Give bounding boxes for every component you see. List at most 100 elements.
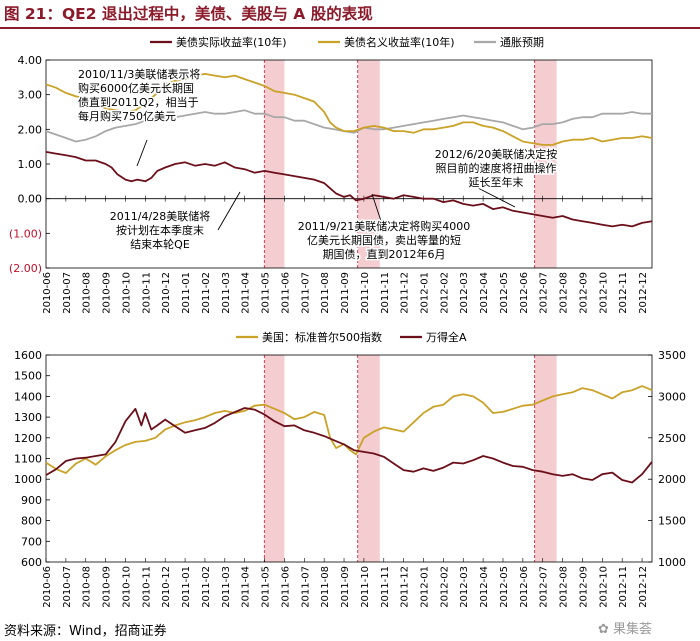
top-x-tick-label: 2011-11 xyxy=(380,272,391,314)
top-legend-label-real_yield: 美债实际收益率(10年) xyxy=(176,35,287,49)
top-x-tick-label: 2010-08 xyxy=(82,272,93,314)
bottom-x-tick-label: 2010-11 xyxy=(141,566,152,608)
annotation-qe2-end-text: 2011/4/28美联储将 xyxy=(110,209,210,223)
top-x-tick-label: 2012-01 xyxy=(420,272,431,314)
bottom-x-tick-label: 2011-11 xyxy=(380,566,391,608)
top-x-tick-label: 2011-07 xyxy=(300,272,311,314)
top-x-tick-label: 2012-06 xyxy=(519,272,530,314)
annotation-twist-leader xyxy=(371,193,383,225)
bottom-x-tick-label: 2012-06 xyxy=(519,566,530,608)
bottom-legend-label-spx: 美国：标准普尔500指数 xyxy=(262,330,382,344)
top-x-tick-label: 2012-03 xyxy=(459,272,470,314)
top-x-tick-label: 2011-12 xyxy=(400,272,411,314)
top-legend-label-nominal_yield: 美债名义收益率(10年) xyxy=(344,35,455,49)
bottom-x-tick-label: 2010-10 xyxy=(121,566,132,608)
bottom-left-y-tick-label: 1400 xyxy=(14,390,42,403)
top-y-tick-label: 4.00 xyxy=(18,54,43,67)
top-y-tick-label: (2.00) xyxy=(9,262,42,275)
top-x-tick-label: 2011-09 xyxy=(340,272,351,314)
bottom-x-tick-label: 2012-05 xyxy=(499,566,510,608)
top-event-band-twist-band xyxy=(357,60,380,268)
top-series-nominal_yield xyxy=(45,73,653,146)
top-x-tick-label: 2011-04 xyxy=(241,272,252,314)
bottom-x-tick-label: 2012-07 xyxy=(539,566,550,608)
bottom-x-tick-label: 2011-02 xyxy=(201,566,212,608)
bottom-x-tick-label: 2012-09 xyxy=(578,566,589,608)
bottom-left-y-tick-label: 1100 xyxy=(14,453,42,466)
top-x-tick-label: 2012-05 xyxy=(499,272,510,314)
top-x-tick-label: 2011-03 xyxy=(221,272,232,314)
bottom-x-tick-label: 2011-01 xyxy=(181,566,192,608)
top-x-tick-label: 2010-06 xyxy=(42,272,53,314)
page-title: 图 21：QE2 退出过程中，美债、美股与 A 股的表现 xyxy=(4,5,373,23)
bottom-x-tick-label: 2012-08 xyxy=(559,566,570,608)
annotation-qe2-announce-text: 每月购买750亿美元 xyxy=(78,109,176,123)
top-y-tick-label: (1.00) xyxy=(9,227,42,240)
top-y-tick-label: 2.00 xyxy=(18,123,43,136)
annotation-twist-text: 亿美元长期国债，卖出等量的短 xyxy=(307,233,461,247)
annotation-qe2-announce-text: 购买6000亿美元长期国 xyxy=(78,81,194,95)
annotation-qe2-end-text: 按计划在本季度末 xyxy=(116,223,204,237)
bottom-right-y-tick-label: 1500 xyxy=(658,515,686,528)
bottom-x-tick-label: 2011-08 xyxy=(320,566,331,608)
source-note: 资料来源：Wind，招商证券 xyxy=(4,624,167,639)
top-y-tick-label: 0.00 xyxy=(18,193,43,206)
bottom-right-y-tick-label: 3500 xyxy=(658,349,686,362)
annotation-twist-text: 2011/9/21美联储决定将购买4000 xyxy=(298,219,470,233)
bottom-left-y-tick-label: 800 xyxy=(21,515,42,528)
bottom-x-tick-label: 2011-10 xyxy=(360,566,371,608)
watermark-logo: ✿ 果集荟 xyxy=(598,622,653,637)
bottom-right-y-tick-label: 2500 xyxy=(658,432,686,445)
bottom-x-tick-label: 2011-07 xyxy=(300,566,311,608)
bottom-plot-frame xyxy=(45,354,653,563)
bottom-x-tick-label: 2011-03 xyxy=(221,566,232,608)
top-x-tick-label: 2010-12 xyxy=(161,272,172,314)
bottom-left-y-tick-label: 600 xyxy=(21,556,42,569)
bottom-right-y-tick-label: 2000 xyxy=(658,473,686,486)
top-x-tick-label: 2011-10 xyxy=(360,272,371,314)
top-x-tick-label: 2012-09 xyxy=(578,272,589,314)
top-x-tick-label: 2010-09 xyxy=(102,272,113,314)
bottom-left-y-tick-label: 1500 xyxy=(14,370,42,383)
bottom-x-tick-label: 2011-09 xyxy=(340,566,351,608)
bottom-x-tick-label: 2011-05 xyxy=(261,566,272,608)
top-x-tick-label: 2012-10 xyxy=(598,272,609,314)
bottom-x-tick-label: 2010-12 xyxy=(161,566,172,608)
annotation-twist-extend-text: 2012/6/20美联储决定按 xyxy=(435,147,557,161)
bottom-x-tick-label: 2010-07 xyxy=(62,566,73,608)
bottom-x-tick-label: 2011-06 xyxy=(280,566,291,608)
top-x-tick-label: 2010-07 xyxy=(62,272,73,314)
bottom-x-tick-label: 2011-12 xyxy=(400,566,411,608)
annotation-qe2-announce-leader xyxy=(136,139,148,167)
top-x-tick-label: 2010-10 xyxy=(121,272,132,314)
top-x-tick-label: 2011-08 xyxy=(320,272,331,314)
annotation-qe2-end-leader xyxy=(217,191,241,231)
bottom-series-spx xyxy=(45,385,653,474)
annotation-qe2-announce-text: 2010/11/3美联储表示将 xyxy=(78,67,200,81)
bottom-x-tick-label: 2012-02 xyxy=(439,566,450,608)
top-x-tick-label: 2012-08 xyxy=(559,272,570,314)
bottom-x-tick-label: 2012-12 xyxy=(638,566,649,608)
top-x-tick-label: 2012-11 xyxy=(618,272,629,314)
bottom-x-tick-label: 2010-09 xyxy=(102,566,113,608)
annotation-twist-extend-text: 延长至年末 xyxy=(469,175,524,189)
top-x-tick-label: 2011-05 xyxy=(261,272,272,314)
top-x-tick-label: 2012-02 xyxy=(439,272,450,314)
bottom-left-y-tick-label: 1000 xyxy=(14,473,42,486)
bottom-x-tick-label: 2010-08 xyxy=(82,566,93,608)
bottom-right-y-tick-label: 1000 xyxy=(658,556,686,569)
bottom-right-y-tick-label: 3000 xyxy=(658,390,686,403)
bottom-x-tick-label: 2012-11 xyxy=(618,566,629,608)
top-x-tick-label: 2012-07 xyxy=(539,272,550,314)
title-divider xyxy=(0,27,700,29)
top-y-tick-label: 3.00 xyxy=(18,89,43,102)
top-event-band-qe2-end-band xyxy=(264,60,285,268)
bottom-series-wind_a xyxy=(45,407,653,484)
top-x-tick-label: 2011-06 xyxy=(280,272,291,314)
top-x-tick-label: 2012-04 xyxy=(479,272,490,314)
bottom-legend-label-wind_a: 万得全A xyxy=(426,330,467,344)
bottom-x-tick-label: 2012-01 xyxy=(420,566,431,608)
top-x-tick-label: 2011-02 xyxy=(201,272,212,314)
annotation-twist-text: 期国债，直到2012年6月 xyxy=(323,247,446,261)
